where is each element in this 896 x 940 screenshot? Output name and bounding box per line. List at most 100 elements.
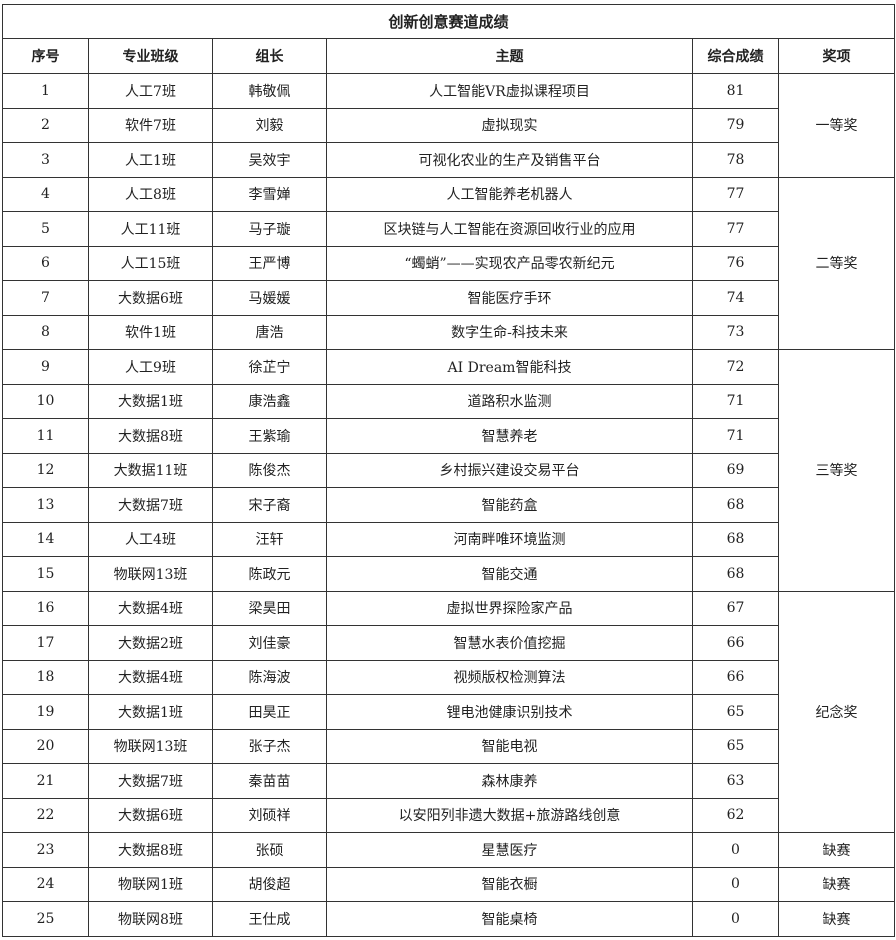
table-row: 22 大数据6班 刘硕祥 以安阳列非遗大数据+旅游路线创意 62	[2, 797, 895, 833]
topic-cell: 智能药盒	[326, 487, 693, 523]
row-number: 15	[2, 556, 89, 592]
table-row: 19 大数据1班 田昊正 锂电池健康识别技术 65	[2, 694, 895, 730]
class-cell: 人工9班	[88, 349, 213, 385]
row-number: 9	[2, 349, 89, 385]
score-cell: 67	[692, 590, 779, 626]
results-table: 创新创意赛道成绩 序号 专业班级 组长 主题 综合成绩 奖项 1 人工7班 韩敬佩人…	[1, 4, 896, 937]
header-no: 序号	[2, 38, 89, 74]
class-cell: 物联网1班	[88, 866, 213, 902]
score-cell: 73	[692, 314, 779, 350]
class-cell: 人工11班	[88, 211, 213, 247]
class-cell: 大数据6班	[88, 797, 213, 833]
topic-cell: 人工智能VR虚拟课程项目	[326, 73, 693, 109]
leader-cell: 陈政元	[212, 556, 327, 592]
table-row: 3 人工1班 吴效宇 可视化农业的生产及销售平台 78	[2, 142, 895, 178]
table-row: 10 大数据1班 康浩鑫 道路积水监测 71	[2, 383, 895, 419]
class-cell: 大数据1班	[88, 694, 213, 730]
topic-cell: 智慧水表价值挖掘	[326, 625, 693, 661]
leader-cell: 马子璇	[212, 211, 327, 247]
row-number: 1	[2, 73, 89, 109]
score-cell: 81	[692, 73, 779, 109]
class-cell: 人工8班	[88, 176, 213, 212]
topic-cell: AI Dream智能科技	[326, 349, 693, 385]
award-cell: 缺赛	[777, 866, 896, 902]
class-cell: 大数据2班	[88, 625, 213, 661]
score-cell: 65	[692, 728, 779, 764]
topic-cell: 智能衣橱	[326, 866, 693, 902]
leader-cell: 胡俊超	[212, 866, 327, 902]
class-cell: 大数据8班	[88, 418, 213, 454]
score-cell: 76	[692, 245, 779, 281]
topic-cell: 智能桌椅	[326, 901, 693, 937]
table-row: 2 软件7班 刘毅 虚拟现实 79	[2, 107, 895, 143]
row-number: 23	[2, 832, 89, 868]
score-cell: 68	[692, 556, 779, 592]
leader-cell: 张子杰	[212, 728, 327, 764]
leader-cell: 宋子裔	[212, 487, 327, 523]
row-number: 3	[2, 142, 89, 178]
class-cell: 大数据11班	[88, 452, 213, 488]
table-row: 4 人工8班 李雪婵 人工智能养老机器人 77 二等奖	[2, 176, 896, 350]
score-cell: 65	[692, 694, 779, 730]
row-number: 24	[2, 866, 89, 902]
table-row: 5 人工11班 马子璇 区块链与人工智能在资源回收行业的应用 77	[2, 211, 895, 247]
row-number: 10	[2, 383, 89, 419]
row-number: 19	[2, 694, 89, 730]
class-cell: 大数据4班	[88, 659, 213, 695]
award-cell: 一等奖	[777, 73, 896, 178]
award-cell: 纪念奖	[777, 590, 896, 833]
topic-cell: “蠋蛸”——实现农产品零农新纪元	[326, 245, 693, 281]
table-row: 24 物联网1班 胡俊超 智能衣橱 0 缺赛	[2, 866, 896, 902]
header-row: 序号 专业班级 组长 主题 综合成绩 奖项	[2, 38, 896, 74]
leader-cell: 陈俊杰	[212, 452, 327, 488]
leader-cell: 张硕	[212, 832, 327, 868]
leader-cell: 韩敬佩	[212, 73, 327, 109]
class-cell: 软件7班	[88, 107, 213, 143]
row-number: 16	[2, 590, 89, 626]
table-row: 21 大数据7班 秦苗苗 森林康养 63	[2, 763, 895, 799]
row-number: 7	[2, 280, 89, 316]
leader-cell: 马媛媛	[212, 280, 327, 316]
table-title: 创新创意赛道成绩	[1, 4, 896, 39]
topic-cell: 智能电视	[326, 728, 693, 764]
header-award: 奖项	[777, 38, 896, 74]
class-cell: 人工1班	[88, 142, 213, 178]
leader-cell: 李雪婵	[212, 176, 327, 212]
header-class: 专业班级	[88, 38, 213, 74]
topic-cell: 星慧医疗	[326, 832, 693, 868]
topic-cell: 可视化农业的生产及销售平台	[326, 142, 693, 178]
score-cell: 77	[692, 211, 779, 247]
row-number: 6	[2, 245, 89, 281]
row-number: 22	[2, 797, 89, 833]
score-cell: 77	[692, 176, 779, 212]
table-row: 14 人工4班 汪轩 河南畔唯环境监测 68	[2, 521, 895, 557]
table-body: 1 人工7班 韩敬佩 人工智能VR虚拟课程项目 81 一等奖 2 软件7班 刘毅 虚拟现实 79 3 人…	[2, 73, 896, 937]
score-cell: 63	[692, 763, 779, 799]
score-cell: 68	[692, 521, 779, 557]
row-number: 5	[2, 211, 89, 247]
leader-cell: 王紫瑜	[212, 418, 327, 454]
award-cell: 二等奖	[777, 176, 896, 350]
header-score: 综合成绩	[692, 38, 779, 74]
leader-cell: 徐芷宁	[212, 349, 327, 385]
row-number: 14	[2, 521, 89, 557]
topic-cell: 智慧养老	[326, 418, 693, 454]
award-cell: 三等奖	[777, 349, 896, 592]
score-cell: 72	[692, 349, 779, 385]
class-cell: 人工4班	[88, 521, 213, 557]
row-number: 8	[2, 314, 89, 350]
score-cell: 71	[692, 418, 779, 454]
topic-cell: 河南畔唯环境监测	[326, 521, 693, 557]
table-row: 17 大数据2班 刘佳豪 智慧水表价值挖掘 66	[2, 625, 895, 661]
leader-cell: 刘佳豪	[212, 625, 327, 661]
leader-cell: 王仕成	[212, 901, 327, 937]
row-number: 20	[2, 728, 89, 764]
topic-cell: 以安阳列非遗大数据+旅游路线创意	[326, 797, 693, 833]
leader-cell: 梁昊田	[212, 590, 327, 626]
award-cell: 缺赛	[777, 832, 896, 868]
topic-cell: 智能医疗手环	[326, 280, 693, 316]
score-cell: 66	[692, 659, 779, 695]
row-number: 17	[2, 625, 89, 661]
table-row: 11 大数据8班 王紫瑜 智慧养老 71	[2, 418, 895, 454]
row-number: 12	[2, 452, 89, 488]
